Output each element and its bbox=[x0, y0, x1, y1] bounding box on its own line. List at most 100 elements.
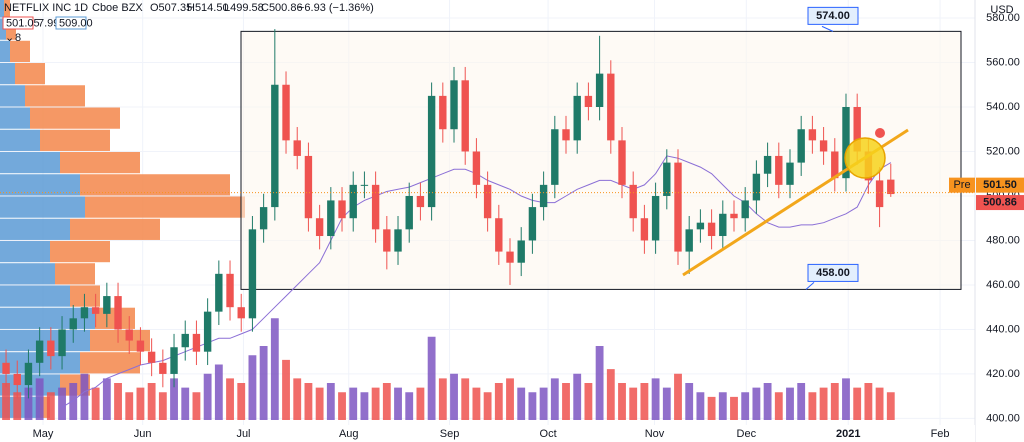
y-tick-label: 560.00 bbox=[986, 56, 1020, 68]
volume-bar bbox=[382, 383, 391, 420]
candle-body bbox=[215, 273, 223, 312]
candle-body bbox=[427, 95, 436, 208]
x-tick-label: May bbox=[33, 428, 54, 440]
profile-down bbox=[70, 218, 160, 240]
volume-bar bbox=[763, 383, 772, 420]
profile-up bbox=[0, 240, 50, 263]
volume-bar bbox=[539, 387, 548, 420]
volume-bar bbox=[830, 383, 839, 420]
candle-body bbox=[248, 229, 257, 319]
volume-bar bbox=[326, 383, 335, 420]
profile-down bbox=[60, 151, 140, 174]
candle-body bbox=[483, 184, 492, 219]
candle-body bbox=[360, 184, 369, 186]
candle-body bbox=[472, 151, 481, 185]
volume-bar bbox=[102, 378, 111, 420]
candle-body bbox=[696, 222, 705, 230]
volume-bar bbox=[730, 396, 738, 420]
candle-body bbox=[192, 333, 201, 352]
profile-up bbox=[0, 40, 10, 63]
volume-bar bbox=[629, 387, 638, 420]
volume-bar bbox=[651, 378, 660, 420]
x-tick-label: Dec bbox=[737, 428, 757, 440]
profile-up bbox=[0, 329, 90, 352]
volume-bar bbox=[259, 346, 268, 420]
candle-body bbox=[819, 140, 828, 152]
candle-body bbox=[136, 340, 145, 352]
x-tick-label: Jun bbox=[134, 428, 152, 440]
volume-bar bbox=[349, 387, 358, 420]
candle-body bbox=[2, 362, 10, 374]
volume-bar bbox=[438, 378, 447, 420]
volume-bar bbox=[58, 387, 66, 420]
candle-body bbox=[237, 307, 245, 319]
candle-body bbox=[259, 207, 268, 230]
candle-body bbox=[730, 213, 738, 219]
candle-body bbox=[842, 106, 850, 179]
volume-bar bbox=[24, 387, 33, 420]
candle-body bbox=[450, 80, 458, 130]
volume-bar bbox=[371, 387, 380, 420]
profile-up bbox=[0, 151, 60, 174]
y-tick-label: 420.00 bbox=[986, 368, 1020, 380]
volume-bar bbox=[427, 336, 436, 420]
currency: USD bbox=[990, 4, 1013, 16]
last-price-tag bbox=[976, 195, 1024, 211]
interval: 1D bbox=[74, 2, 88, 14]
volume-bar bbox=[875, 387, 884, 420]
profile-up bbox=[0, 107, 30, 129]
pre-tag bbox=[949, 177, 975, 193]
candle-body bbox=[651, 195, 660, 241]
volume-bar bbox=[158, 392, 167, 420]
collapse-count[interactable]: 8 bbox=[15, 32, 21, 44]
candle-body bbox=[147, 351, 156, 363]
ohlc-high: H514.50 bbox=[187, 2, 229, 14]
volume-bar bbox=[181, 387, 190, 420]
candle-body bbox=[282, 84, 290, 141]
alert-icon[interactable] bbox=[875, 128, 885, 138]
last-price-label: 500.86 bbox=[983, 196, 1017, 208]
candle-body bbox=[875, 180, 884, 208]
profile-down bbox=[80, 174, 230, 196]
candle-body bbox=[203, 311, 212, 352]
candle-body bbox=[91, 307, 100, 314]
volume-bar bbox=[2, 383, 10, 420]
volume-bar bbox=[808, 392, 817, 420]
candle-body bbox=[383, 229, 391, 252]
candle-body bbox=[405, 195, 413, 230]
y-tick-label: 460.00 bbox=[986, 279, 1020, 291]
candle-body bbox=[640, 218, 649, 241]
indicator-value: 501.05 bbox=[6, 17, 40, 29]
volume-bar bbox=[640, 383, 649, 420]
candle-body bbox=[103, 296, 111, 314]
indicator-value: 7.99 bbox=[38, 17, 59, 29]
volume-bar bbox=[886, 392, 895, 420]
candle-body bbox=[461, 80, 469, 152]
volume-bar bbox=[842, 378, 850, 420]
x-tick-label: Feb bbox=[931, 428, 950, 440]
volume-bar bbox=[338, 392, 346, 420]
time-axis: May Jun Jul Aug Sep Oct Nov Dec 2021 Feb bbox=[33, 428, 950, 440]
volume-bar bbox=[214, 364, 223, 420]
volume-bar bbox=[528, 392, 537, 420]
range-low-tag bbox=[807, 263, 859, 282]
profile-down bbox=[50, 240, 110, 263]
profile-up bbox=[0, 0, 4, 18]
volume-bar bbox=[69, 383, 78, 420]
range-high-tag bbox=[807, 6, 859, 25]
collapse-caret[interactable]: ⌄ bbox=[5, 32, 14, 44]
profile-down bbox=[15, 63, 45, 85]
candle-body bbox=[551, 129, 559, 185]
profile-down bbox=[30, 107, 120, 129]
volume-bar bbox=[718, 392, 727, 420]
candle-body bbox=[125, 329, 133, 341]
volume-bar bbox=[203, 373, 212, 420]
y-tick-label: 580.00 bbox=[986, 12, 1020, 24]
candle-body bbox=[394, 229, 402, 252]
candle-body bbox=[853, 106, 861, 152]
candle-body bbox=[80, 307, 89, 319]
volume-bar bbox=[774, 392, 783, 420]
pre-price-tag bbox=[976, 177, 1024, 193]
profile-down bbox=[80, 352, 140, 374]
